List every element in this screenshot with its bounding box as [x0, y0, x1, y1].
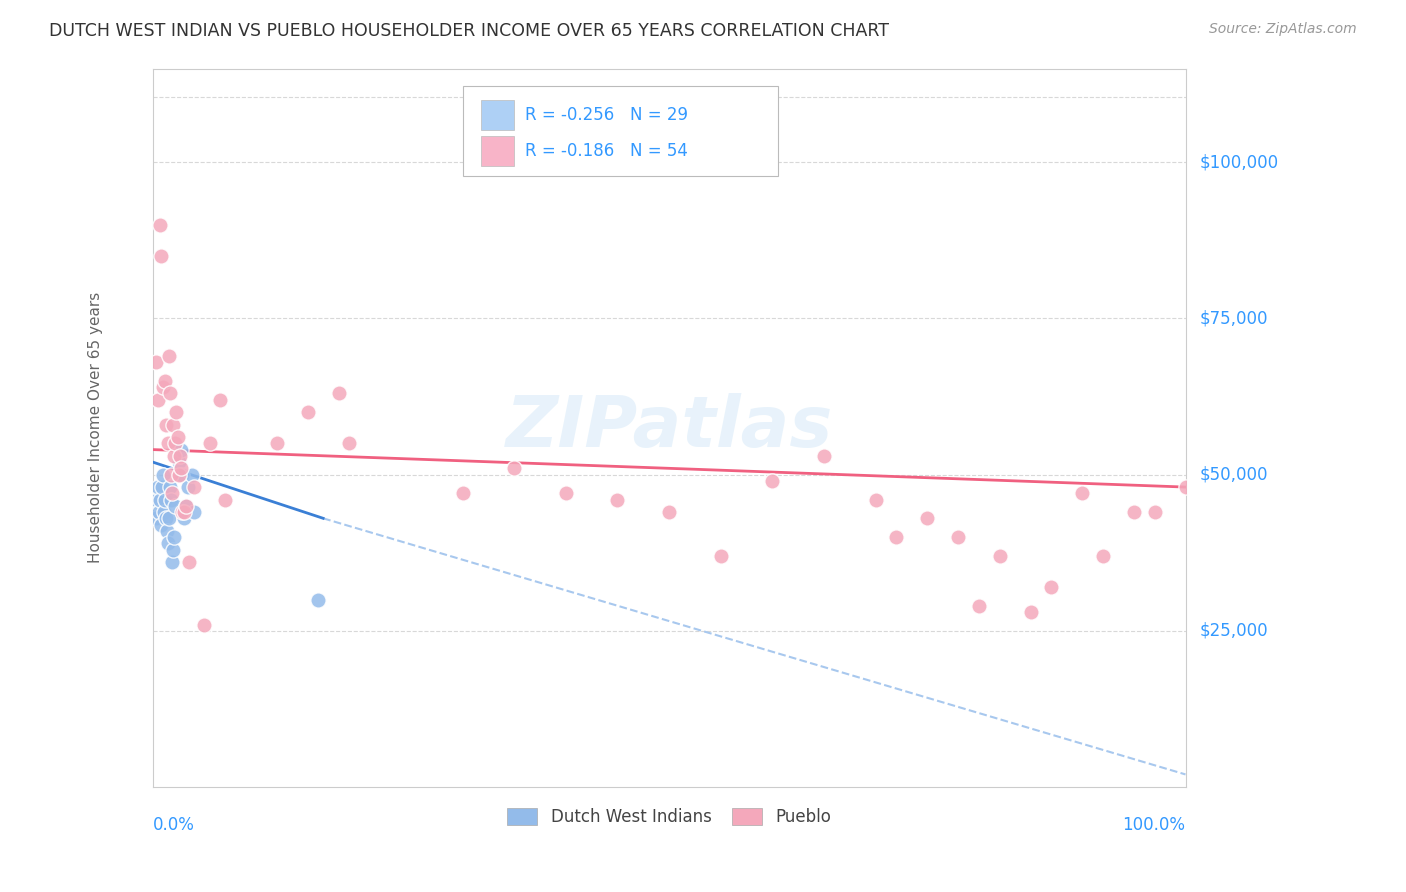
- Point: [988, 549, 1011, 563]
- Point: [163, 449, 186, 463]
- Point: [145, 511, 167, 525]
- Point: [146, 492, 169, 507]
- Point: [146, 480, 169, 494]
- FancyBboxPatch shape: [481, 100, 515, 130]
- Point: [198, 436, 221, 450]
- Point: [165, 499, 187, 513]
- Point: [157, 349, 180, 363]
- Text: Householder Income Over 65 years: Householder Income Over 65 years: [89, 292, 104, 564]
- Point: [173, 511, 195, 525]
- Point: [174, 499, 197, 513]
- Point: [1071, 486, 1094, 500]
- Point: [208, 392, 231, 407]
- FancyBboxPatch shape: [481, 136, 515, 166]
- Text: R = -0.256   N = 29: R = -0.256 N = 29: [524, 106, 688, 124]
- Point: [177, 555, 200, 569]
- Point: [1019, 605, 1042, 619]
- Point: [658, 505, 681, 519]
- Point: [163, 530, 186, 544]
- Point: [166, 430, 188, 444]
- Point: [1143, 505, 1166, 519]
- Point: [159, 480, 181, 494]
- Point: [152, 467, 174, 482]
- Point: [167, 455, 190, 469]
- Point: [917, 511, 939, 525]
- Point: [166, 405, 188, 419]
- Point: [193, 617, 215, 632]
- Point: [160, 467, 183, 482]
- Text: 0.0%: 0.0%: [153, 815, 194, 834]
- Point: [165, 436, 187, 450]
- Point: [181, 467, 204, 482]
- Point: [297, 405, 319, 419]
- Point: [152, 380, 174, 394]
- Point: [1040, 580, 1063, 594]
- Point: [150, 517, 173, 532]
- Point: [337, 436, 360, 450]
- Point: [1174, 480, 1197, 494]
- Text: $75,000: $75,000: [1199, 310, 1268, 327]
- Point: [167, 467, 190, 482]
- Point: [307, 592, 329, 607]
- Point: [153, 492, 176, 507]
- Point: [183, 480, 205, 494]
- FancyBboxPatch shape: [463, 87, 778, 177]
- Point: [157, 511, 180, 525]
- Point: [328, 386, 350, 401]
- Point: [174, 499, 197, 513]
- Text: R = -0.186   N = 54: R = -0.186 N = 54: [524, 142, 688, 161]
- Point: [554, 486, 576, 500]
- Point: [157, 536, 180, 550]
- Point: [813, 449, 835, 463]
- Point: [146, 392, 169, 407]
- Text: $100,000: $100,000: [1199, 153, 1278, 171]
- Point: [156, 524, 179, 538]
- Point: [162, 486, 184, 500]
- Point: [173, 505, 195, 519]
- Point: [155, 417, 177, 432]
- Point: [153, 374, 176, 388]
- Point: [153, 505, 176, 519]
- Point: [886, 530, 908, 544]
- Point: [606, 492, 628, 507]
- Point: [1122, 505, 1144, 519]
- Point: [948, 530, 970, 544]
- Point: [148, 505, 170, 519]
- Point: [149, 492, 172, 507]
- Text: $25,000: $25,000: [1199, 622, 1268, 640]
- Text: DUTCH WEST INDIAN VS PUEBLO HOUSEHOLDER INCOME OVER 65 YEARS CORRELATION CHART: DUTCH WEST INDIAN VS PUEBLO HOUSEHOLDER …: [49, 22, 889, 40]
- Point: [177, 480, 200, 494]
- Point: [214, 492, 236, 507]
- Point: [967, 599, 990, 613]
- Text: Source: ZipAtlas.com: Source: ZipAtlas.com: [1209, 22, 1357, 37]
- Point: [183, 505, 205, 519]
- Point: [145, 355, 167, 369]
- Point: [266, 436, 288, 450]
- Point: [170, 505, 193, 519]
- Point: [162, 555, 184, 569]
- Legend: Dutch West Indians, Pueblo: Dutch West Indians, Pueblo: [501, 801, 838, 832]
- Point: [149, 218, 172, 232]
- Text: $50,000: $50,000: [1199, 466, 1268, 483]
- Point: [865, 492, 887, 507]
- Point: [160, 492, 183, 507]
- Point: [162, 417, 184, 432]
- Point: [162, 542, 184, 557]
- Point: [170, 467, 193, 482]
- Point: [150, 480, 173, 494]
- Point: [169, 461, 191, 475]
- Point: [169, 449, 191, 463]
- Text: 100.0%: 100.0%: [1122, 815, 1185, 834]
- Point: [710, 549, 733, 563]
- Point: [169, 442, 191, 457]
- Text: ZIPatlas: ZIPatlas: [505, 393, 832, 462]
- Point: [157, 436, 180, 450]
- Point: [503, 461, 526, 475]
- Point: [150, 249, 173, 263]
- Point: [1091, 549, 1114, 563]
- Point: [761, 474, 783, 488]
- Point: [451, 486, 474, 500]
- Point: [155, 511, 177, 525]
- Point: [159, 386, 181, 401]
